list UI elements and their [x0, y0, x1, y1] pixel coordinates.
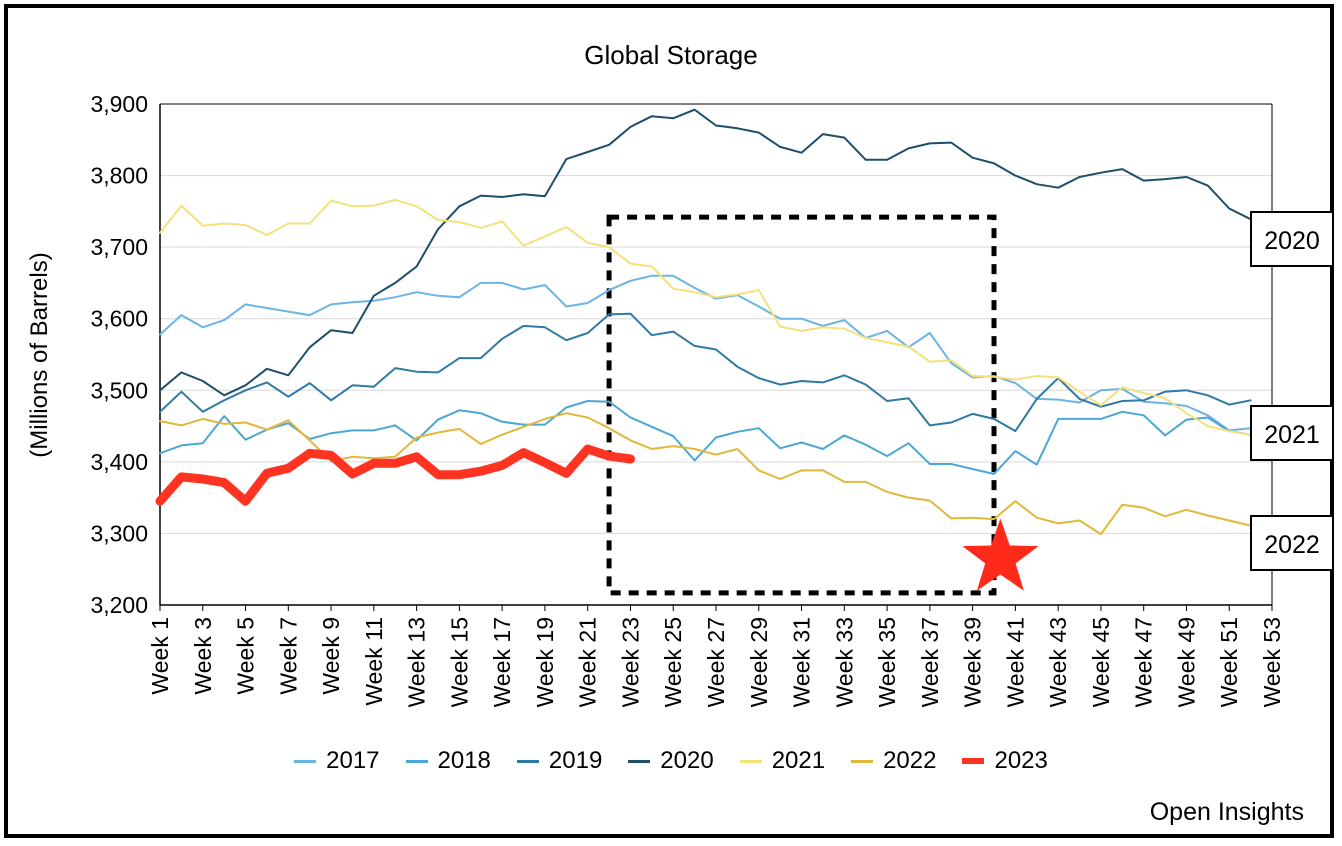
legend-label-2017: 2017 [326, 747, 380, 774]
x-tick-label-week-35: Week 35 [874, 617, 900, 707]
y-tick-label-3600: 3,600 [90, 306, 148, 332]
y-tick-label-3700: 3,700 [90, 234, 148, 260]
legend-item-2017: 2017 [294, 747, 380, 775]
series-line-2018 [159, 400, 1252, 475]
x-tick-label-week-45: Week 45 [1088, 617, 1114, 707]
legend-item-2019: 2019 [516, 747, 603, 775]
chart-frame [4, 4, 1334, 838]
y-tick-label-3300: 3,300 [90, 520, 148, 546]
series-line-2019 [159, 312, 1252, 433]
legend: 2017 2018 2019 2020 2021 2022 2023 [0, 747, 1342, 775]
legend-swatch-2018 [405, 759, 428, 763]
x-tick-label-week-37: Week 37 [917, 617, 943, 707]
y-tick-label-3800: 3,800 [90, 163, 148, 189]
x-tick-label-week-17: Week 17 [489, 617, 515, 707]
y-tick-label-3200: 3,200 [90, 592, 148, 618]
x-tick-label-week-47: Week 47 [1131, 617, 1157, 707]
legend-item-2018: 2018 [405, 747, 491, 775]
legend-item-2022: 2022 [851, 747, 936, 775]
series-line-2023 [155, 444, 635, 506]
series-line-2017 [159, 274, 1252, 432]
legend-swatch-2017 [294, 759, 317, 763]
x-tick-label-week-49: Week 49 [1173, 617, 1199, 707]
y-tick-label-3500: 3,500 [90, 377, 148, 403]
source-label: Open Insights [1149, 798, 1304, 826]
y-tick-label-3900: 3,900 [90, 91, 148, 117]
legend-label-2023: 2023 [994, 747, 1048, 774]
x-tick-label-week-1: Week 1 [147, 617, 173, 695]
end-label-2020: 2020 [1250, 211, 1334, 267]
x-tick-label-week-33: Week 33 [831, 617, 857, 707]
x-tick-label-week-11: Week 11 [361, 617, 387, 706]
legend-item-2020: 2020 [628, 747, 714, 775]
x-tick-label-week-27: Week 27 [703, 617, 729, 707]
x-tick-label-week-21: Week 21 [575, 617, 601, 707]
x-tick-label-week-51: Week 51 [1216, 617, 1242, 707]
x-tick-label-week-53: Week 53 [1259, 617, 1285, 707]
legend-label-2022: 2022 [883, 747, 937, 774]
x-tick-label-week-9: Week 9 [318, 617, 344, 695]
end-label-2022: 2022 [1250, 515, 1334, 571]
y-tick-label-3400: 3,400 [90, 449, 148, 475]
star-icon [962, 518, 1039, 591]
legend-swatch-2021 [739, 759, 762, 763]
legend-item-2023: 2023 [962, 747, 1048, 775]
x-tick-label-week-29: Week 29 [746, 617, 772, 707]
legend-label-2021: 2021 [771, 747, 826, 774]
chart-title: Global Storage [584, 40, 758, 70]
x-tick-label-week-41: Week 41 [1002, 617, 1028, 707]
series-line-2020 [159, 108, 1252, 397]
x-tick-label-week-15: Week 15 [446, 617, 472, 707]
x-tick-label-week-5: Week 5 [233, 617, 259, 695]
x-tick-label-week-43: Week 43 [1045, 617, 1071, 707]
end-label-2021: 2021 [1250, 405, 1334, 461]
legend-swatch-2020 [628, 759, 651, 763]
legend-label-2019: 2019 [548, 747, 603, 774]
x-tick-label-week-31: Week 31 [789, 617, 815, 707]
legend-item-2021: 2021 [739, 747, 826, 775]
series-line-2022 [159, 412, 1252, 536]
x-tick-label-week-13: Week 13 [404, 617, 430, 707]
legend-swatch-2023 [962, 758, 985, 764]
x-tick-label-week-19: Week 19 [532, 617, 558, 707]
x-tick-label-week-3: Week 3 [190, 617, 216, 695]
series-line-2021 [159, 198, 1252, 436]
legend-label-2018: 2018 [437, 747, 491, 774]
x-tick-label-week-23: Week 23 [617, 617, 643, 707]
legend-label-2020: 2020 [660, 747, 714, 774]
x-tick-label-week-7: Week 7 [275, 617, 301, 695]
x-tick-label-week-25: Week 25 [660, 617, 686, 707]
x-tick-label-week-39: Week 39 [960, 617, 986, 707]
legend-swatch-2019 [516, 759, 539, 763]
legend-swatch-2022 [851, 759, 874, 763]
highlight-box [606, 214, 997, 596]
